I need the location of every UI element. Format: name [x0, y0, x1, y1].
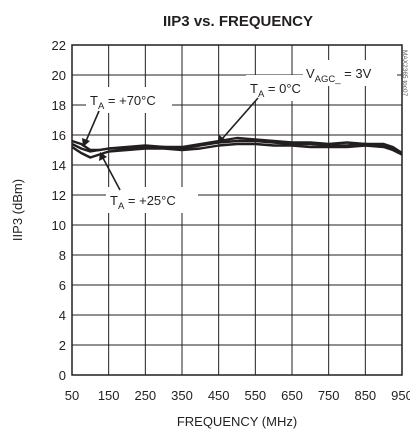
annotation-ta-0: TA = 0°C	[217, 75, 308, 144]
annotation-main: V	[306, 66, 315, 81]
figure-code: MAX2365 toc07	[401, 50, 408, 97]
x-tick-label: 550	[244, 388, 266, 403]
annotation-sub: AGC_	[315, 74, 342, 85]
y-tick-label: 16	[52, 128, 66, 143]
x-tick-label: 250	[134, 388, 156, 403]
y-tick-label: 8	[59, 248, 66, 263]
plot-frame	[71, 44, 403, 376]
y-axis-label: IIP3 (dBm)	[10, 179, 25, 241]
y-tick-label: 18	[52, 98, 66, 113]
series-line-2	[71, 139, 403, 155]
annotation-main: T	[250, 81, 258, 96]
y-tick-label: 2	[59, 338, 66, 353]
annotation-main: T	[90, 93, 98, 108]
x-tick-label: 950	[391, 388, 410, 403]
annotation-rest: = 0°C	[264, 81, 301, 96]
y-tick-label: 14	[52, 158, 66, 173]
x-tick-label: 350	[171, 388, 193, 403]
annotation-sub: A	[258, 89, 265, 100]
svg-text:VAGC_ = 3V: VAGC_ = 3V	[306, 66, 372, 85]
x-tick-label: 750	[318, 388, 340, 403]
y-tick-label: 10	[52, 218, 66, 233]
x-tick-label: 850	[354, 388, 376, 403]
y-tick-label: 12	[52, 188, 66, 203]
x-tick-labels: 50 150 250 350 450 550 650 750 850 950	[65, 388, 410, 403]
annotation-main: T	[110, 193, 118, 208]
annotation-sub: A	[98, 101, 105, 112]
x-axis-label: FREQUENCY (MHz)	[177, 414, 297, 429]
series-line-3	[71, 142, 403, 159]
x-tick-label: 50	[65, 388, 79, 403]
x-tick-label: 450	[208, 388, 230, 403]
series-group	[71, 136, 403, 159]
annotation-rest: = +25°C	[124, 193, 175, 208]
annotation-rest: = +70°C	[104, 93, 155, 108]
y-tick-label: 4	[59, 308, 66, 323]
y-tick-label: 6	[59, 278, 66, 293]
annotation-sub: A	[118, 201, 125, 212]
svg-text:TA = +25°C: TA = +25°C	[110, 193, 176, 212]
y-tick-labels: 0 2 4 6 8 10 12 14 16 18 20 22	[52, 38, 66, 383]
x-tick-label: 150	[98, 388, 120, 403]
y-tick-label: 20	[52, 68, 66, 83]
annotation-rest: = 3V	[341, 66, 372, 81]
y-tick-label: 22	[52, 38, 66, 53]
annotation-ta-25: TA = +25°C	[99, 152, 198, 213]
annotation-ta-70: TA = +70°C	[82, 87, 172, 147]
y-tick-label: 0	[59, 368, 66, 383]
annotation-vagc: VAGC_ = 3V	[303, 60, 397, 86]
svg-text:TA = +70°C: TA = +70°C	[90, 93, 156, 112]
svg-text:TA = 0°C: TA = 0°C	[250, 81, 301, 100]
x-tick-label: 650	[281, 388, 303, 403]
chart-title: IIP3 vs. FREQUENCY	[163, 13, 313, 30]
